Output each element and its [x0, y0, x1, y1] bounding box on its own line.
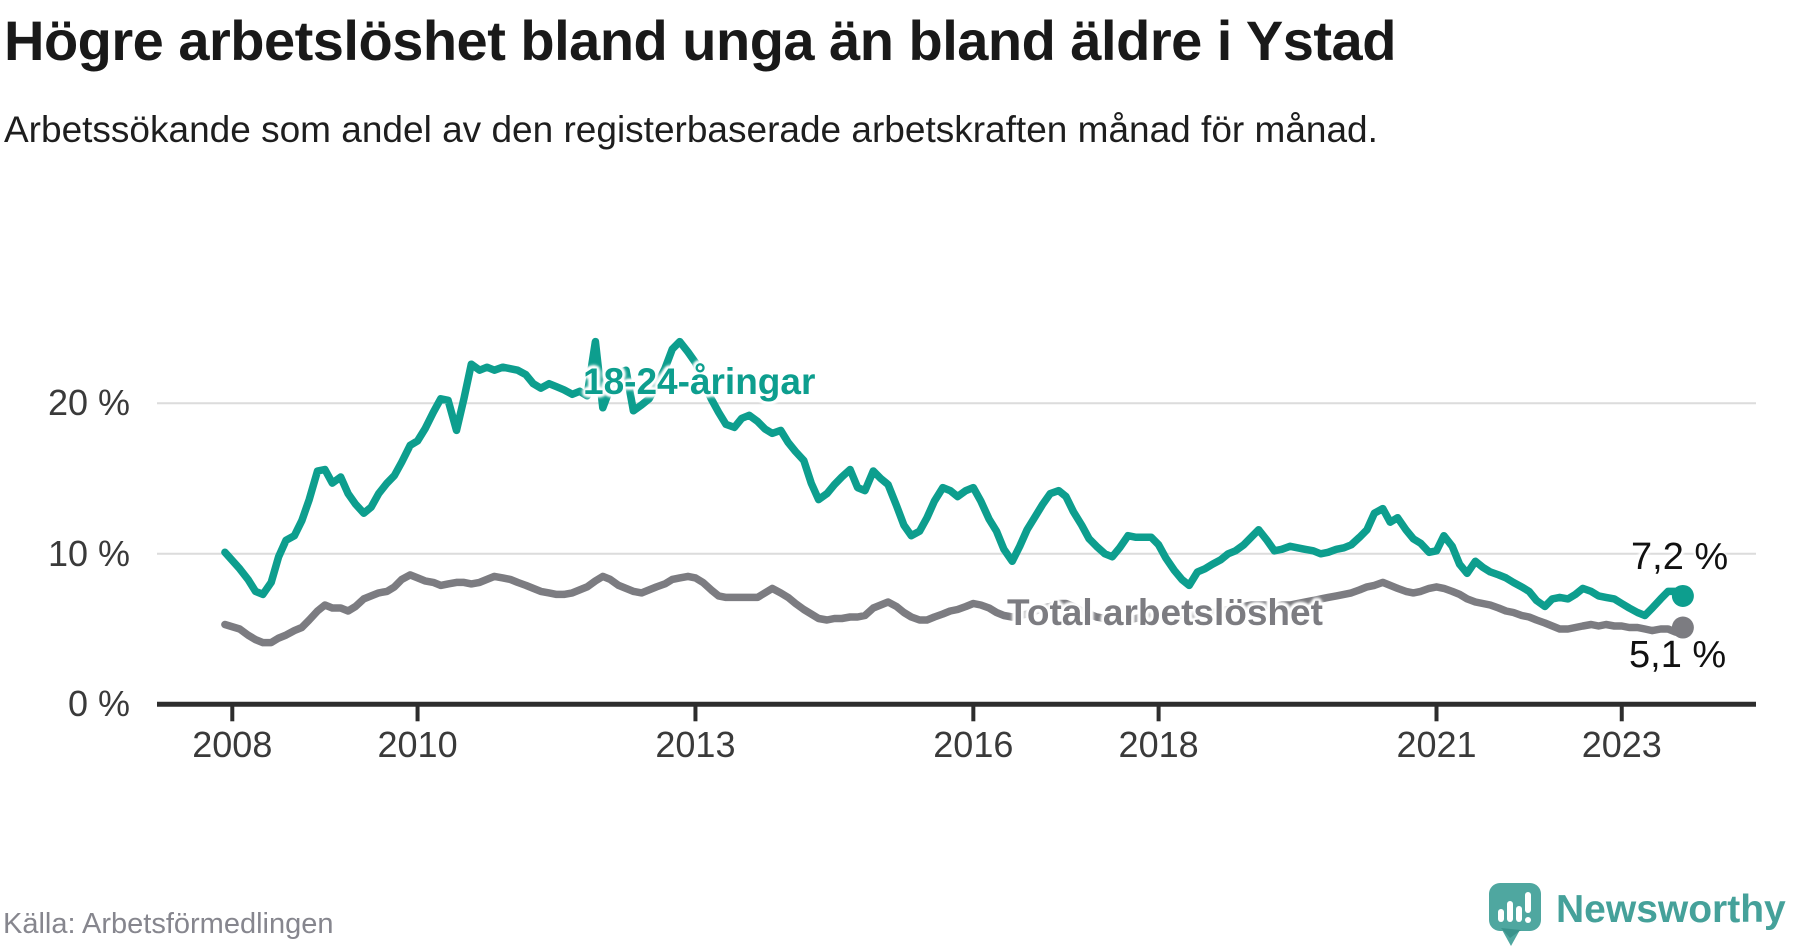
brand-name: Newsworthy: [1556, 888, 1786, 931]
chart-title: Högre arbetslöshet bland unga än bland ä…: [4, 9, 1396, 72]
y-axis-label-20: 20 %: [47, 382, 130, 424]
x-axis-label-2016: 2016: [933, 724, 1014, 765]
x-axis-label-2013: 2013: [655, 724, 736, 765]
series-label-18-24: 18-24-åringar: [583, 361, 816, 402]
x-axis-label-2008: 2008: [192, 724, 273, 765]
series-label-total: Total arbetslöshet: [1007, 592, 1323, 633]
source-note: Källa: Arbetsförmedlingen: [3, 908, 334, 940]
end-dot-series-1: [1671, 616, 1694, 639]
end-value-label-total: 5,1 %: [1629, 634, 1727, 676]
end-value-label-18-24: 7,2 %: [1631, 536, 1729, 578]
series-line-1: [221, 571, 1687, 647]
series-line-0: [221, 337, 1687, 620]
chart-subtitle: Arbetssökande som andel av den registerb…: [4, 109, 1378, 150]
x-axis-label-2023: 2023: [1581, 724, 1662, 765]
end-dot-series-0: [1671, 584, 1694, 607]
newsworthy-logo: Newsworthy: [1488, 882, 1800, 948]
y-axis-label-0: 0 %: [67, 683, 130, 725]
speech-bubble-bar-chart-icon: [1489, 883, 1541, 946]
x-axis-label-2021: 2021: [1396, 724, 1477, 765]
y-axis-label-10: 10 %: [47, 532, 130, 574]
x-axis-label-2010: 2010: [377, 724, 458, 765]
x-axis-label-2018: 2018: [1118, 724, 1199, 765]
